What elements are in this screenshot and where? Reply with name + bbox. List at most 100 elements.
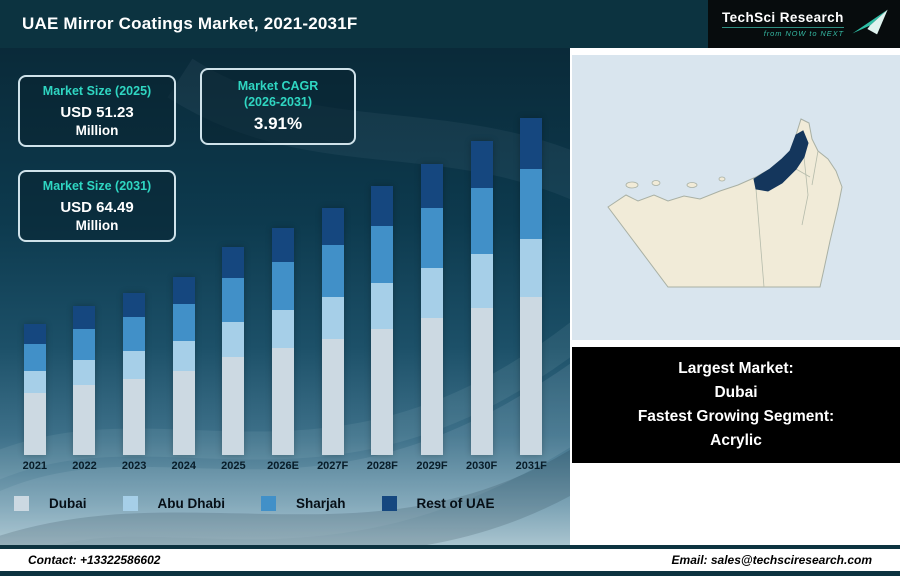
bar-segment-abu-dhabi bbox=[23, 371, 46, 394]
bar-segment-sharjah bbox=[520, 168, 543, 240]
x-axis-label-2024: 2024 bbox=[171, 460, 196, 472]
bar-segment-dubai bbox=[470, 307, 493, 455]
bar-segment-sharjah bbox=[470, 188, 493, 254]
logo-text: TechSci Research from NOW to NEXT bbox=[722, 10, 844, 38]
bar-segment-rest-of-uae bbox=[470, 141, 493, 189]
info-line-fastest-segment-value: Acrylic bbox=[710, 432, 762, 450]
stat-box-market-size-2025: Market Size (2025) USD 51.23 Million bbox=[18, 75, 176, 147]
header-bar: UAE Mirror Coatings Market, 2021-2031F T… bbox=[0, 0, 900, 48]
chart-panel: Market Size (2025) USD 51.23 Million Mar… bbox=[0, 48, 570, 545]
bar-segment-abu-dhabi bbox=[172, 340, 195, 372]
email-text: Email: sales@techsciresearch.com bbox=[671, 553, 872, 567]
bar-segment-rest-of-uae bbox=[520, 117, 543, 169]
footer-strip: Contact: +13322586602 Email: sales@techs… bbox=[0, 549, 900, 571]
emirate-border bbox=[801, 156, 809, 226]
footer: Contact: +13322586602 Email: sales@techs… bbox=[0, 545, 900, 576]
stacked-bar-2022 bbox=[73, 306, 96, 455]
bar-plot bbox=[10, 64, 556, 455]
island bbox=[651, 180, 661, 186]
emirate-border bbox=[811, 150, 819, 186]
bar-segment-sharjah bbox=[321, 244, 344, 297]
bar-segment-sharjah bbox=[222, 278, 245, 322]
x-axis-label-2029F: 2029F bbox=[416, 460, 448, 472]
legend-label-dubai: Dubai bbox=[49, 496, 87, 511]
bar-segment-sharjah bbox=[371, 226, 394, 284]
bar-segment-abu-dhabi bbox=[321, 296, 344, 339]
bar-segment-dubai bbox=[321, 338, 344, 455]
info-box: Largest Market: Dubai Fastest Growing Se… bbox=[572, 347, 900, 463]
bar-segment-abu-dhabi bbox=[222, 321, 245, 358]
legend-item-dubai: Dubai bbox=[14, 496, 87, 511]
bar-segment-abu-dhabi bbox=[73, 360, 96, 386]
bar-segment-sharjah bbox=[23, 343, 46, 372]
stacked-bar-2027F bbox=[321, 207, 344, 455]
bar-column-2028F bbox=[357, 64, 407, 455]
info-line-largest-market-value: Dubai bbox=[714, 383, 758, 401]
legend-item-rest-of-uae: Rest of UAE bbox=[381, 496, 495, 511]
x-axis-labels: 2021 2022 2023 2024 2025 2026E 2027F 2028F 2029F… bbox=[10, 460, 556, 472]
bar-segment-rest-of-uae bbox=[321, 207, 344, 245]
bar-segment-dubai bbox=[123, 378, 146, 455]
stat-label: Market Size (2031) bbox=[42, 179, 152, 194]
bar-segment-abu-dhabi bbox=[123, 351, 146, 379]
stat-label: (2026-2031) bbox=[243, 94, 313, 109]
stat-value: USD 51.23 bbox=[60, 103, 134, 121]
logo-name: TechSci Research bbox=[722, 10, 844, 25]
logo-box: TechSci Research from NOW to NEXT bbox=[708, 0, 900, 48]
legend-label-rest-of-uae: Rest of UAE bbox=[416, 496, 495, 511]
stat-value: 3.91% bbox=[253, 114, 303, 134]
stat-label: Market CAGR bbox=[237, 78, 319, 93]
bar-segment-rest-of-uae bbox=[420, 163, 443, 208]
bar-segment-rest-of-uae bbox=[73, 306, 96, 329]
map-highlight-dubai bbox=[753, 130, 809, 192]
bar-column-2024 bbox=[159, 64, 209, 455]
bar-column-2025 bbox=[209, 64, 259, 455]
chart-legend: Dubai Abu Dhabi Sharjah Rest of UAE bbox=[14, 496, 495, 511]
stacked-bar-2023 bbox=[123, 292, 146, 455]
legend-label-sharjah: Sharjah bbox=[296, 496, 346, 511]
bar-segment-rest-of-uae bbox=[272, 228, 295, 263]
stat-unit: Million bbox=[75, 217, 119, 233]
emirate-border bbox=[795, 168, 811, 178]
bar-segment-abu-dhabi bbox=[272, 310, 295, 349]
bar-segment-dubai bbox=[73, 385, 96, 455]
x-axis-label-2022: 2022 bbox=[72, 460, 97, 472]
bar-segment-dubai bbox=[520, 296, 543, 455]
bar-column-2023 bbox=[109, 64, 159, 455]
island bbox=[625, 181, 639, 189]
island bbox=[686, 182, 698, 188]
bar-column-2021 bbox=[10, 64, 60, 455]
x-axis-label-2023: 2023 bbox=[121, 460, 147, 472]
legend-swatch-abu-dhabi bbox=[122, 496, 138, 511]
x-axis-label-2027F: 2027F bbox=[317, 460, 349, 472]
x-axis-label-2031F: 2031F bbox=[515, 460, 547, 472]
legend-label-abu-dhabi: Abu Dhabi bbox=[157, 496, 226, 511]
bar-segment-dubai bbox=[272, 348, 295, 455]
bar-segment-sharjah bbox=[172, 303, 195, 341]
info-line-largest-market: Largest Market: bbox=[678, 359, 794, 377]
bar-segment-sharjah bbox=[272, 262, 295, 311]
bar-segment-sharjah bbox=[123, 317, 146, 352]
bar-segment-rest-of-uae bbox=[23, 324, 46, 344]
bar-segment-dubai bbox=[371, 328, 394, 455]
bar-column-2027F bbox=[308, 64, 358, 455]
bar-column-2029F bbox=[407, 64, 457, 455]
bar-segment-dubai bbox=[420, 318, 443, 455]
x-axis-label-2028F: 2028F bbox=[366, 460, 398, 472]
stat-unit: Million bbox=[75, 122, 119, 138]
contact-text: Contact: +13322586602 bbox=[28, 553, 161, 567]
emirate-border bbox=[755, 188, 765, 288]
stat-box-market-size-2031: Market Size (2031) USD 64.49 Million bbox=[18, 170, 176, 242]
bar-segment-abu-dhabi bbox=[420, 268, 443, 319]
bar-segment-rest-of-uae bbox=[172, 277, 195, 304]
x-axis-label-2025: 2025 bbox=[221, 460, 246, 472]
stat-box-market-cagr: Market CAGR (2026-2031) 3.91% bbox=[200, 68, 356, 145]
info-line-fastest-segment: Fastest Growing Segment: bbox=[637, 408, 835, 425]
stacked-bar-2028F bbox=[371, 186, 394, 455]
bar-segment-dubai bbox=[172, 371, 195, 455]
island bbox=[718, 176, 726, 182]
stat-value: USD 64.49 bbox=[60, 198, 134, 216]
bar-segment-dubai bbox=[222, 357, 245, 455]
paper-plane-icon bbox=[850, 7, 890, 42]
